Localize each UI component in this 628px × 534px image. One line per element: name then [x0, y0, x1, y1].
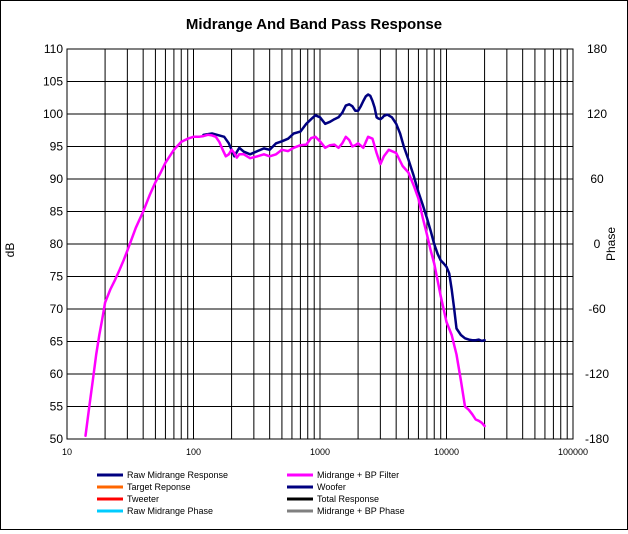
chart-series — [84, 93, 486, 438]
y-tick-label: 95 — [50, 140, 64, 154]
y2-tick-label: -180 — [585, 432, 609, 446]
y-tick-label: 70 — [50, 302, 64, 316]
y-tick-label: 50 — [50, 432, 64, 446]
x-tick-label: 1000 — [310, 447, 330, 457]
x-tick-label: 10000 — [434, 447, 459, 457]
y-tick-label: 90 — [50, 172, 64, 186]
series-line-1 — [202, 93, 486, 343]
legend-label: Midrange + BP Filter — [317, 470, 399, 480]
x-tick-label: 100000 — [558, 447, 588, 457]
plot-area — [66, 48, 574, 440]
chart-grid — [67, 49, 573, 439]
x-tick-label: 10 — [62, 447, 72, 457]
y2-tick-label: 0 — [594, 237, 601, 251]
y-tick-label: 60 — [50, 367, 64, 381]
legend-label: Total Response — [317, 494, 379, 504]
axis-ticks: 110 105 100 95 90 85 80 75 70 65 60 55 50 180 120 60 0 -6… — [43, 42, 609, 457]
legend-label: Midrange + BP Phase — [317, 506, 405, 516]
legend-label: Tweeter — [127, 494, 159, 504]
y-tick-label: 80 — [50, 237, 64, 251]
legend-label: Raw Midrange Response — [127, 470, 228, 480]
y-tick-label: 75 — [50, 270, 64, 284]
y-tick-label: 105 — [43, 75, 63, 89]
series-line-2 — [84, 133, 486, 438]
x-tick-label: 100 — [186, 447, 201, 457]
y-tick-label: 65 — [50, 335, 64, 349]
legend-label: Woofer — [317, 482, 346, 492]
y2-tick-label: 60 — [590, 172, 604, 186]
legend-label: Raw Midrange Phase — [127, 506, 213, 516]
y-tick-label: 110 — [44, 42, 63, 56]
y2-tick-label: -120 — [585, 367, 609, 381]
y2-axis-label: Phase — [604, 227, 618, 261]
chart-legend: Raw Midrange Response Midrange + BP Filte… — [97, 470, 405, 516]
y2-tick-label: 180 — [587, 42, 607, 56]
y2-tick-label: -60 — [588, 302, 606, 316]
y-tick-label: 85 — [50, 205, 64, 219]
y-axis-label: dB — [3, 243, 17, 258]
legend-label: Target Reponse — [127, 482, 191, 492]
y2-tick-label: 120 — [587, 107, 607, 121]
y-tick-label: 100 — [43, 107, 63, 121]
chart-title: Midrange And Band Pass Response — [186, 16, 442, 33]
y-tick-label: 55 — [50, 400, 64, 414]
